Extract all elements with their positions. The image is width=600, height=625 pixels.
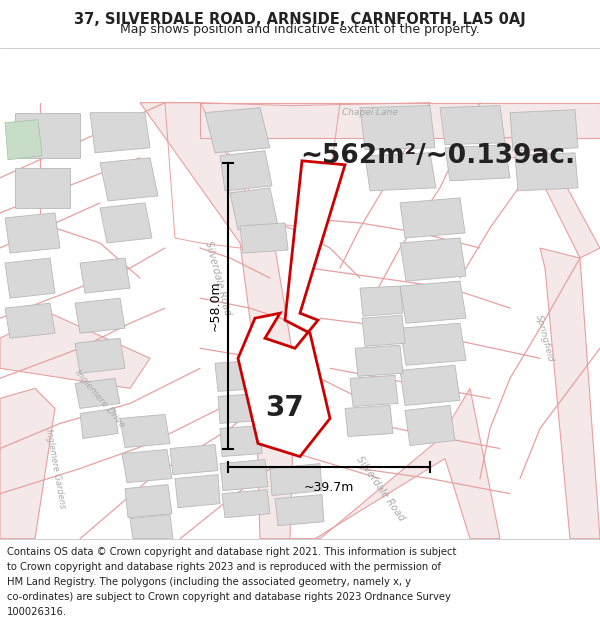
Polygon shape — [515, 152, 578, 191]
Polygon shape — [365, 152, 436, 191]
Polygon shape — [100, 158, 158, 201]
Polygon shape — [90, 112, 150, 152]
Polygon shape — [290, 388, 500, 539]
Text: ~39.7m: ~39.7m — [304, 481, 354, 494]
Text: Inglemere Drive: Inglemere Drive — [73, 368, 127, 429]
Polygon shape — [355, 345, 403, 376]
Polygon shape — [75, 378, 120, 408]
Polygon shape — [240, 223, 288, 253]
Polygon shape — [405, 406, 455, 446]
Polygon shape — [15, 112, 80, 158]
Text: Springfield: Springfield — [535, 314, 556, 363]
Polygon shape — [230, 188, 278, 230]
Polygon shape — [5, 303, 55, 338]
Polygon shape — [500, 138, 600, 258]
Polygon shape — [400, 281, 466, 323]
Text: 37, SILVERDALE ROAD, ARNSIDE, CARNFORTH, LA5 0AJ: 37, SILVERDALE ROAD, ARNSIDE, CARNFORTH,… — [74, 12, 526, 27]
Polygon shape — [205, 107, 270, 152]
Text: Contains OS data © Crown copyright and database right 2021. This information is : Contains OS data © Crown copyright and d… — [7, 546, 457, 556]
Polygon shape — [200, 102, 600, 138]
Polygon shape — [5, 213, 60, 253]
Polygon shape — [218, 393, 263, 424]
Polygon shape — [360, 106, 435, 150]
Text: to Crown copyright and database rights 2023 and is reproduced with the permissio: to Crown copyright and database rights 2… — [7, 562, 441, 572]
Polygon shape — [125, 484, 172, 518]
Polygon shape — [0, 388, 55, 539]
Text: 100026316.: 100026316. — [7, 607, 67, 617]
Text: co-ordinates) are subject to Crown copyright and database rights 2023 Ordnance S: co-ordinates) are subject to Crown copyr… — [7, 592, 451, 602]
Polygon shape — [362, 315, 405, 346]
Polygon shape — [220, 459, 268, 491]
Polygon shape — [130, 515, 173, 539]
Polygon shape — [350, 376, 398, 406]
Polygon shape — [80, 258, 130, 293]
Polygon shape — [270, 464, 322, 496]
Polygon shape — [120, 414, 170, 447]
Polygon shape — [275, 494, 324, 526]
Text: ~58.0m: ~58.0m — [209, 281, 221, 331]
Text: 37: 37 — [266, 394, 304, 422]
Polygon shape — [400, 198, 465, 238]
Polygon shape — [345, 406, 393, 436]
Polygon shape — [170, 444, 218, 474]
Polygon shape — [222, 489, 270, 518]
Polygon shape — [360, 286, 403, 316]
Polygon shape — [215, 360, 261, 391]
Polygon shape — [100, 203, 152, 243]
Polygon shape — [510, 109, 578, 151]
Polygon shape — [5, 119, 42, 160]
Text: ~562m²/~0.139ac.: ~562m²/~0.139ac. — [300, 142, 575, 169]
Polygon shape — [445, 145, 510, 181]
Polygon shape — [75, 338, 125, 373]
Polygon shape — [238, 161, 345, 456]
Polygon shape — [140, 102, 295, 539]
Polygon shape — [122, 449, 172, 482]
Polygon shape — [80, 408, 118, 439]
Polygon shape — [5, 258, 55, 298]
Polygon shape — [0, 313, 150, 388]
Text: Chapel Lane: Chapel Lane — [342, 108, 398, 117]
Polygon shape — [400, 323, 466, 365]
Polygon shape — [540, 248, 600, 539]
Polygon shape — [400, 238, 466, 281]
Polygon shape — [220, 151, 272, 191]
Polygon shape — [440, 106, 505, 145]
Polygon shape — [220, 426, 262, 456]
Polygon shape — [15, 168, 70, 208]
Text: Inglemere Gardens: Inglemere Gardens — [44, 428, 67, 509]
Text: Silverdale Road: Silverdale Road — [354, 454, 406, 523]
Polygon shape — [400, 365, 460, 406]
Text: Silverdale Road: Silverdale Road — [203, 240, 233, 316]
Text: Map shows position and indicative extent of the property.: Map shows position and indicative extent… — [120, 22, 480, 36]
Polygon shape — [175, 474, 220, 508]
Polygon shape — [75, 298, 125, 333]
Text: HM Land Registry. The polygons (including the associated geometry, namely x, y: HM Land Registry. The polygons (includin… — [7, 577, 411, 587]
